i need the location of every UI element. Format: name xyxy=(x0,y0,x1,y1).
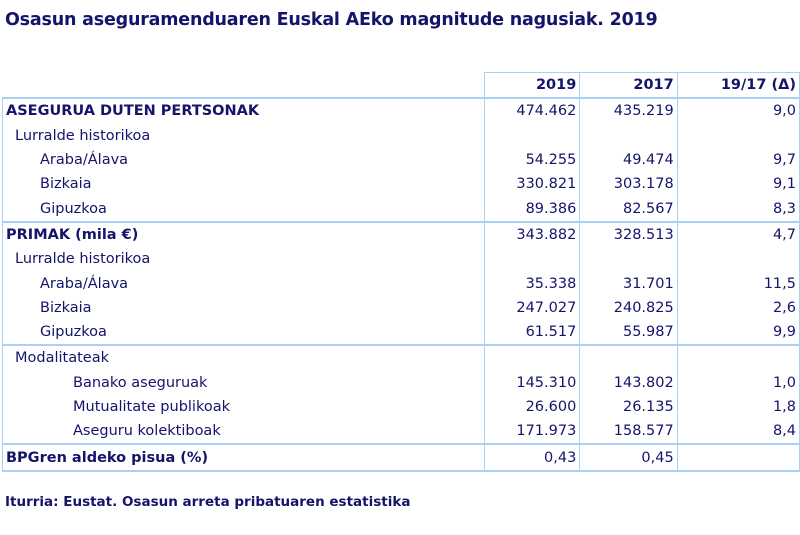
table-row: BPGren aldeko pisua (%) 0,43 0,45 xyxy=(2,443,800,472)
value-2019 xyxy=(483,247,581,272)
value-delta: 9,1 xyxy=(676,172,800,197)
table-row: Araba/Álava 54.255 49.474 9,7 xyxy=(2,147,800,173)
value-2017: 328.513 xyxy=(579,220,678,248)
data-table: 2019 2017 19/17 (Δ) ASEGURUA DUTEN PERTS… xyxy=(2,72,800,472)
value-delta: 4,7 xyxy=(676,220,800,248)
value-delta: 9,0 xyxy=(676,98,800,124)
row-label: Modalitateak xyxy=(2,344,485,371)
table-row: Araba/Álava 35.338 31.701 11,5 xyxy=(2,271,800,296)
value-delta xyxy=(676,344,800,371)
value-delta: 8,3 xyxy=(676,196,800,222)
row-label: Mutualitate publikoak xyxy=(2,394,485,420)
value-2017 xyxy=(579,123,678,148)
value-2017: 158.577 xyxy=(579,419,678,445)
table-row: Lurralde historikoa xyxy=(2,123,800,148)
value-2019: 474.462 xyxy=(483,98,581,124)
header-blank xyxy=(2,72,485,100)
source-note: Iturria: Eustat. Osasun arreta pribatuar… xyxy=(5,494,411,510)
value-delta: 8,4 xyxy=(676,419,800,445)
value-2017: 49.474 xyxy=(579,147,678,173)
table-row: Gipuzkoa 61.517 55.987 9,9 xyxy=(2,319,800,346)
value-2017: 435.219 xyxy=(579,98,678,124)
value-2019: 247.027 xyxy=(483,295,581,320)
row-label: Araba/Álava xyxy=(2,271,485,296)
value-2019: 0,43 xyxy=(483,443,581,472)
header-row: 2019 2017 19/17 (Δ) xyxy=(2,72,800,100)
table-row: Lurralde historikoa xyxy=(2,247,800,272)
table-row: Modalitateak xyxy=(2,344,800,371)
row-label: Banako aseguruak xyxy=(2,370,485,395)
value-delta: 9,9 xyxy=(676,319,800,346)
header-2017: 2017 xyxy=(579,72,678,100)
value-delta: 1,0 xyxy=(676,370,800,395)
value-delta xyxy=(676,247,800,272)
row-label: Gipuzkoa xyxy=(2,196,485,222)
value-2017: 143.802 xyxy=(579,370,678,395)
value-2019: 89.386 xyxy=(483,196,581,222)
table-row: Mutualitate publikoak 26.600 26.135 1,8 xyxy=(2,394,800,420)
value-2017: 240.825 xyxy=(579,295,678,320)
row-label: Aseguru kolektiboak xyxy=(2,419,485,445)
value-2019: 145.310 xyxy=(483,370,581,395)
value-delta: 9,7 xyxy=(676,147,800,173)
value-2017 xyxy=(579,344,678,371)
value-2017 xyxy=(579,247,678,272)
value-2019: 54.255 xyxy=(483,147,581,173)
page-title: Osasun aseguramenduaren Euskal AEko magn… xyxy=(5,10,658,30)
value-delta: 11,5 xyxy=(676,271,800,296)
table-row: Bizkaia 330.821 303.178 9,1 xyxy=(2,172,800,197)
row-label: ASEGURUA DUTEN PERTSONAK xyxy=(2,98,485,124)
row-label: BPGren aldeko pisua (%) xyxy=(2,443,485,472)
row-label: Bizkaia xyxy=(2,295,485,320)
table-row: PRIMAK (mila €) 343.882 328.513 4,7 xyxy=(2,220,800,248)
value-2019: 330.821 xyxy=(483,172,581,197)
value-2019: 26.600 xyxy=(483,394,581,420)
table-row: Bizkaia 247.027 240.825 2,6 xyxy=(2,295,800,320)
value-2019: 35.338 xyxy=(483,271,581,296)
value-2019 xyxy=(483,344,581,371)
row-label: Gipuzkoa xyxy=(2,319,485,346)
value-2019: 343.882 xyxy=(483,220,581,248)
row-label: Bizkaia xyxy=(2,172,485,197)
value-2017: 303.178 xyxy=(579,172,678,197)
value-delta xyxy=(676,443,800,472)
value-2017: 31.701 xyxy=(579,271,678,296)
value-2017: 0,45 xyxy=(579,443,678,472)
value-2019 xyxy=(483,123,581,148)
row-label: PRIMAK (mila €) xyxy=(2,220,485,248)
row-label: Araba/Álava xyxy=(2,147,485,173)
value-2017: 82.567 xyxy=(579,196,678,222)
header-2019: 2019 xyxy=(483,72,581,100)
table-row: Banako aseguruak 145.310 143.802 1,0 xyxy=(2,370,800,395)
header-delta: 19/17 (Δ) xyxy=(676,72,800,100)
row-label: Lurralde historikoa xyxy=(2,123,485,148)
value-delta xyxy=(676,123,800,148)
row-label: Lurralde historikoa xyxy=(2,247,485,272)
value-2017: 55.987 xyxy=(579,319,678,346)
table-row: ASEGURUA DUTEN PERTSONAK 474.462 435.219 9,… xyxy=(2,98,800,124)
value-2019: 171.973 xyxy=(483,419,581,445)
table-row: Aseguru kolektiboak 171.973 158.577 8,4 xyxy=(2,419,800,445)
table-row: Gipuzkoa 89.386 82.567 8,3 xyxy=(2,196,800,222)
value-2017: 26.135 xyxy=(579,394,678,420)
value-delta: 1,8 xyxy=(676,394,800,420)
value-2019: 61.517 xyxy=(483,319,581,346)
value-delta: 2,6 xyxy=(676,295,800,320)
